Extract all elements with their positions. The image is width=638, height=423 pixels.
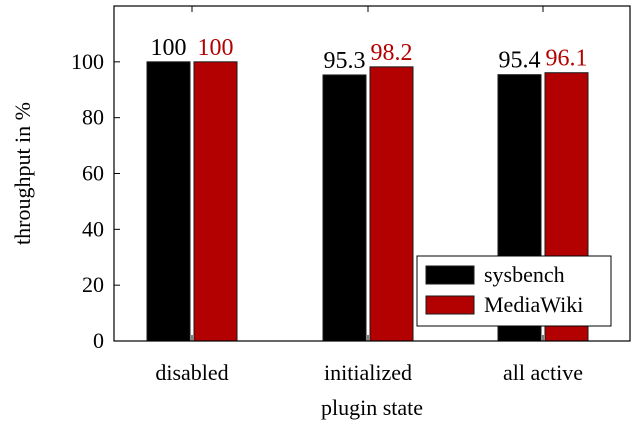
- data-label-mediawiki-0: 100: [198, 35, 234, 61]
- y-tick-label: 80: [82, 105, 104, 130]
- legend-label-sysbench: sysbench: [484, 262, 565, 287]
- data-label-sysbench-1: 95.3: [324, 48, 366, 74]
- y-tick-label: 100: [71, 49, 104, 74]
- x-tick-label: disabled: [155, 360, 228, 385]
- legend: sysbench MediaWiki: [416, 255, 612, 327]
- legend-swatch-mediawiki: [425, 295, 475, 315]
- data-label-mediawiki-1: 98.2: [371, 40, 413, 66]
- y-axis-label: throughput in %: [10, 102, 35, 245]
- y-tick-label: 20: [82, 272, 104, 297]
- x-tick-label: all active: [503, 360, 583, 385]
- legend-swatch-sysbench: [425, 265, 475, 285]
- y-axis-ticks: 0 20 40 60 80 100: [71, 49, 120, 353]
- x-tick-label: initialized: [324, 360, 412, 385]
- y-tick-label: 60: [82, 161, 104, 186]
- data-label-mediawiki-2: 96.1: [546, 46, 588, 72]
- data-label-sysbench-2: 95.4: [499, 48, 541, 74]
- x-axis-ticks: disabled initialized all active: [155, 6, 583, 385]
- data-labels-group: 100 100 95.3 98.2 95.4 96.1: [151, 35, 588, 74]
- bar-sysbench-1: [322, 74, 367, 342]
- legend-label-mediawiki: MediaWiki: [484, 292, 583, 317]
- bar-sysbench-0: [146, 61, 191, 342]
- bar-mediawiki-1: [369, 66, 414, 342]
- data-label-sysbench-0: 100: [151, 35, 187, 61]
- x-axis-label: plugin state: [321, 395, 423, 420]
- bar-mediawiki-0: [193, 61, 238, 342]
- y-tick-label: 40: [82, 216, 104, 241]
- y-tick-label: 0: [93, 328, 104, 353]
